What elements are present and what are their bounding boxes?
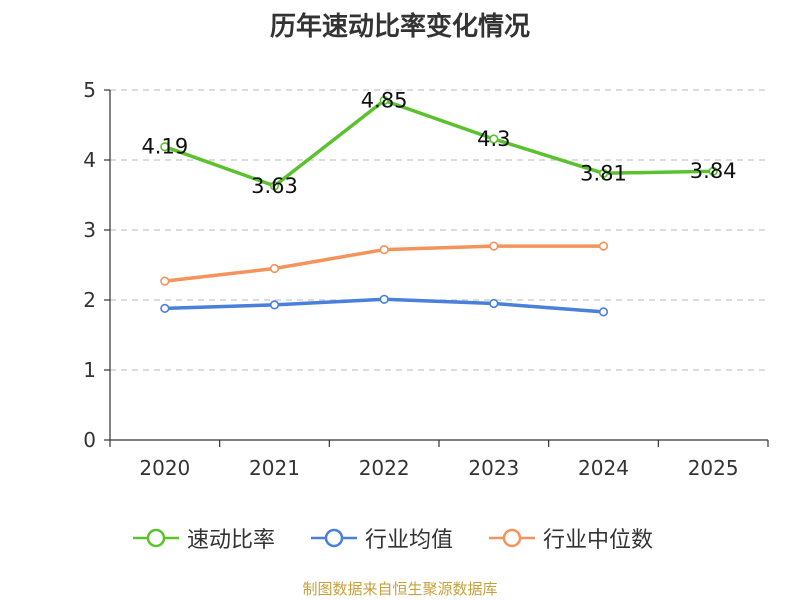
data-point [708,166,718,176]
data-point [489,241,499,251]
data-label: 4.85 [361,89,408,113]
chart-title: 历年速动比率变化情况 [269,12,530,42]
data-point [269,300,280,310]
data-point [379,95,389,106]
series-line-0 [164,98,714,188]
y-tick-label: 5 [83,78,96,102]
data-point [489,134,499,144]
data-label: 3.84 [690,159,737,183]
data-point [160,303,170,314]
x-tick-label-2022: 2022 [359,456,410,480]
data-label: 4.3 [477,127,510,151]
legend-label-industry-median: 行业中位数 [543,528,654,553]
data-point [160,276,170,286]
data-point [379,294,389,304]
legend: 速动比率 行业均值 行业中位数 [0,518,800,558]
legend-item-industry-mean[interactable]: 行业均值 [311,518,453,558]
data-point [269,263,280,274]
data-point [598,168,609,178]
data-point [160,142,170,152]
data-label: 3.81 [580,161,627,185]
x-tick-label-2021: 2021 [249,456,300,480]
legend-marker-industry-median [489,528,535,548]
legend-item-industry-median[interactable]: 行业中位数 [489,518,653,558]
source-note: 制图数据来自恒生聚源数据库 [302,580,498,598]
legend-marker-industry-mean [311,528,357,548]
data-point [598,241,609,251]
data-label: 3.63 [251,174,298,198]
data-point [379,245,389,255]
legend-label-industry-mean: 行业均值 [365,528,454,553]
data-label: 4.19 [141,135,188,159]
x-tick-label-2024: 2024 [578,456,629,480]
x-tick-label-2020: 2020 [139,456,190,480]
grid-lines [110,89,768,371]
x-tick-label-2025: 2025 [688,456,739,480]
data-point [598,307,609,317]
data-point [269,181,280,191]
y-tick-label: 3 [83,218,96,242]
legend-item-quick-ratio[interactable]: 速动比率 [133,518,275,558]
series-lines [160,95,718,317]
data-labels: 4.19 3.63 4.85 4.3 3.81 3.84 [141,89,736,198]
data-point [489,298,499,309]
legend-label-quick-ratio: 速动比率 [187,528,276,553]
x-tick-label-2023: 2023 [468,456,519,480]
y-tick-label: 0 [83,428,96,452]
y-tick-label: 4 [83,148,96,172]
y-tick-label: 2 [83,288,96,312]
axes: 0 1 2 3 4 5 2020 2021 2022 2023 2024 2025 [83,78,769,480]
y-tick-label: 1 [83,358,96,382]
legend-marker-quick-ratio [133,528,179,548]
